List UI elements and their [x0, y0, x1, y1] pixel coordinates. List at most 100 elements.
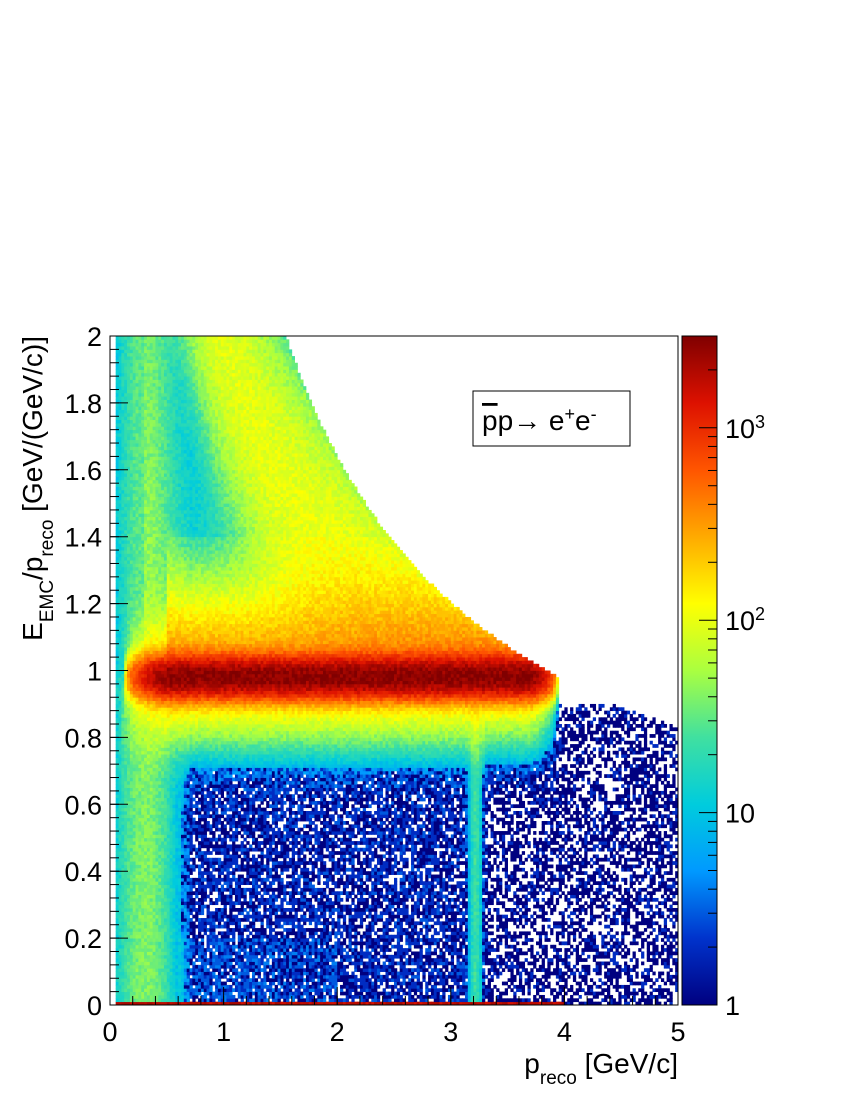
heatmap-cell: [121, 944, 125, 949]
heatmap-cell: [144, 944, 148, 949]
heatmap-cell: [169, 372, 173, 377]
heatmap-cell: [161, 466, 165, 471]
heatmap-cell: [141, 964, 145, 969]
heatmap-cell: [141, 884, 145, 889]
heatmap-cell: [129, 724, 134, 728]
heatmap-cell: [181, 837, 185, 842]
heatmap-cell: [127, 433, 131, 437]
heatmap-cell: [129, 466, 134, 471]
heatmap-cell: [178, 713, 182, 718]
heatmap-cell: [163, 570, 168, 574]
heatmap-cell: [183, 392, 188, 397]
heatmap-cell: [161, 974, 165, 979]
heatmap-cell: [158, 610, 162, 615]
heatmap-cell: [138, 961, 142, 966]
heatmap-cell: [152, 931, 156, 936]
heatmap-cell: [144, 934, 148, 939]
heatmap-cell: [118, 971, 122, 976]
heatmap-cell: [183, 550, 188, 554]
heatmap-cell: [127, 800, 131, 805]
heatmap-cell: [178, 446, 182, 451]
heatmap-cell: [166, 570, 171, 574]
heatmap-cell: [115, 941, 119, 946]
heatmap-cell: [155, 366, 159, 370]
heatmap-cell: [181, 479, 185, 484]
heatmap-cell: [172, 713, 176, 718]
heatmap-cell: [124, 469, 128, 474]
heatmap-cell: [141, 817, 145, 822]
heatmap-cell: [141, 453, 145, 457]
heatmap-cell: [175, 814, 179, 819]
heatmap-cell: [149, 670, 153, 675]
heatmap-cell: [161, 968, 165, 972]
heatmap-cell: [161, 831, 165, 835]
heatmap-cell: [183, 851, 188, 855]
heatmap-cell: [155, 968, 159, 972]
heatmap-cell: [141, 449, 145, 454]
heatmap-cell: [149, 690, 153, 695]
heatmap-cell: [158, 336, 162, 340]
heatmap-cell: [175, 958, 179, 962]
heatmap-cell: [152, 887, 156, 892]
heatmap-cell: [144, 643, 148, 648]
heatmap-cell: [135, 764, 139, 768]
heatmap-cell: [127, 436, 131, 441]
heatmap-cell: [155, 703, 159, 708]
heatmap-cell: [158, 734, 162, 738]
heatmap-cell: [169, 724, 173, 728]
heatmap-cell: [175, 463, 179, 467]
heatmap-cell: [124, 576, 128, 581]
heatmap-cell: [149, 941, 153, 946]
heatmap-cell: [144, 362, 148, 367]
heatmap-cell: [172, 971, 176, 976]
heatmap-cell: [178, 981, 182, 986]
heatmap-cell: [118, 804, 122, 809]
heatmap-cell: [138, 546, 142, 551]
heatmap-cell: [118, 881, 122, 885]
heatmap-cell: [158, 389, 162, 394]
heatmap-cell: [144, 814, 148, 819]
heatmap-cell: [141, 720, 145, 725]
heatmap-cell: [161, 700, 165, 705]
heatmap-cell: [152, 576, 156, 581]
heatmap-cell: [124, 459, 128, 464]
heatmap-cell: [129, 583, 134, 588]
heatmap-cell: [132, 493, 136, 497]
heatmap-cell: [144, 469, 148, 474]
heatmap-cell: [183, 821, 188, 825]
heatmap-cell: [115, 750, 119, 755]
heatmap-cell: [175, 790, 179, 795]
heatmap-cell: [121, 744, 125, 748]
heatmap-cell: [152, 643, 156, 648]
heatmap-cell: [158, 503, 162, 507]
heatmap-cell: [166, 767, 171, 772]
heatmap-cell: [172, 653, 176, 658]
heatmap-cell: [121, 700, 125, 705]
heatmap-cell: [121, 369, 125, 374]
heatmap-cell: [172, 342, 176, 347]
heatmap-cell: [135, 717, 139, 722]
heatmap-cell: [169, 717, 173, 722]
heatmap-cell: [152, 436, 156, 441]
heatmap-cell: [175, 339, 179, 344]
heatmap-cell: [166, 453, 171, 457]
heatmap-cell: [155, 770, 159, 775]
heatmap-cell: [181, 707, 185, 712]
heatmap-cell: [155, 476, 159, 481]
heatmap-cell: [135, 453, 139, 457]
heatmap-cell: [135, 938, 139, 942]
heatmap-cell: [169, 593, 173, 598]
heatmap-cell: [163, 546, 168, 551]
heatmap-cell: [149, 894, 153, 899]
heatmap-cell: [158, 563, 162, 568]
heatmap-cell: [146, 734, 151, 738]
heatmap-cell: [169, 483, 173, 487]
heatmap-cell: [121, 884, 125, 889]
heatmap-cell: [129, 503, 134, 507]
heatmap-cell: [138, 877, 142, 882]
heatmap-cell: [118, 366, 122, 370]
heatmap-cell: [152, 697, 156, 702]
heatmap-cell: [141, 673, 145, 678]
heatmap-cell: [121, 593, 125, 598]
heatmap-cell: [152, 747, 156, 752]
